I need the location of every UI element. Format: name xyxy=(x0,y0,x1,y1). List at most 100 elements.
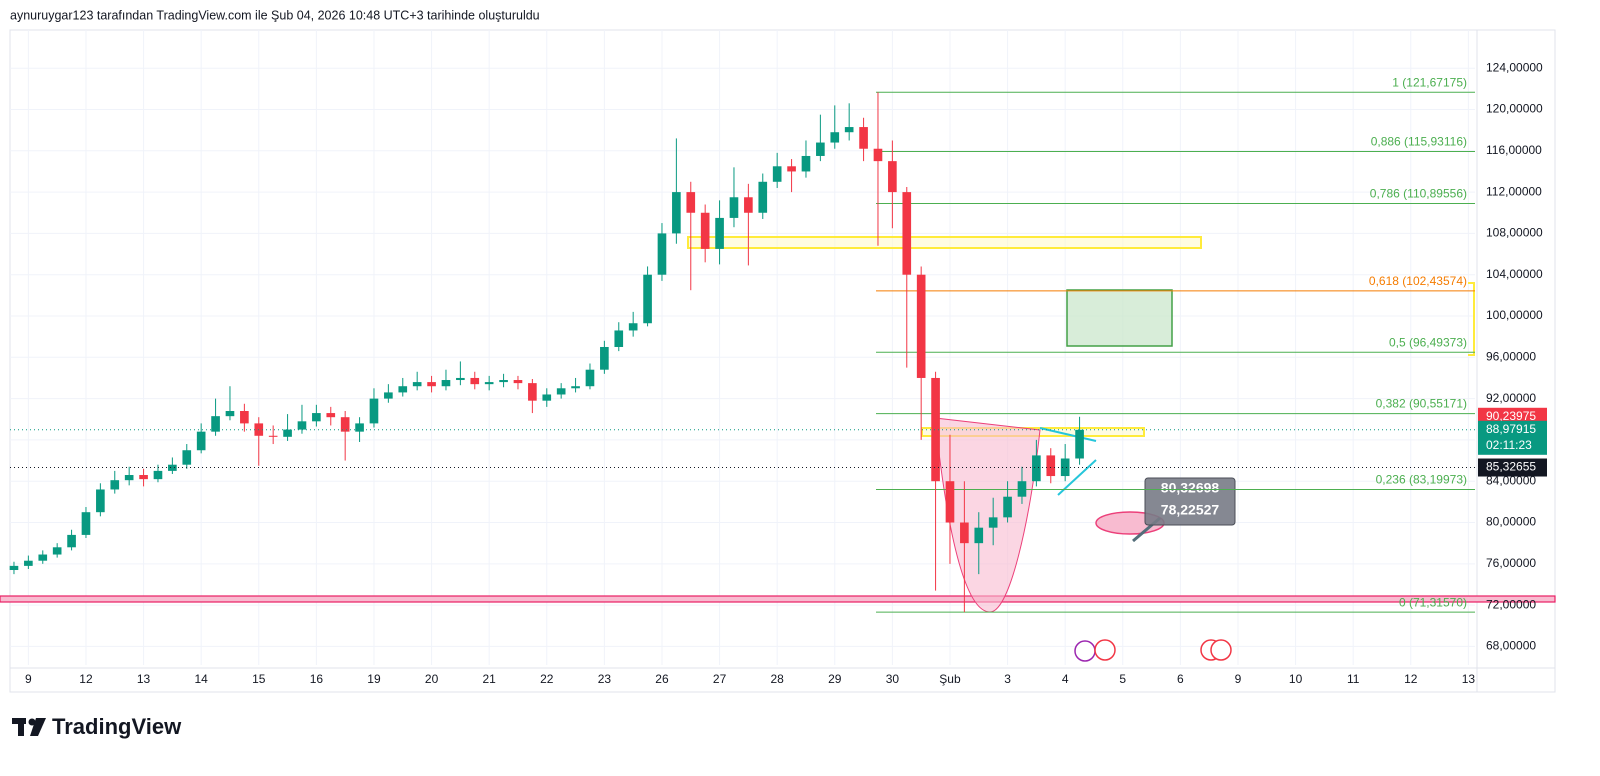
candle-body xyxy=(528,383,537,401)
y-tick-label: 124,00000 xyxy=(1486,60,1543,74)
x-tick-label: 14 xyxy=(194,672,208,686)
x-tick-label: 22 xyxy=(540,672,554,686)
candle-body xyxy=(196,431,206,451)
drawings: 80,32698 78,22527 xyxy=(0,236,1556,662)
candle-body xyxy=(960,522,969,544)
candle-body xyxy=(628,323,638,331)
fib-label: 0,786 (110,89556) xyxy=(1370,187,1467,201)
y-tick-label: 76,00000 xyxy=(1486,556,1536,570)
y-tick-label: 104,00000 xyxy=(1486,267,1543,281)
candle-body xyxy=(513,380,523,384)
x-tick-label: 10 xyxy=(1289,672,1303,686)
x-tick-label: 16 xyxy=(310,672,324,686)
x-tick-label: 28 xyxy=(770,672,784,686)
x-tick-label: 12 xyxy=(79,672,93,686)
y-tick-label: 108,00000 xyxy=(1486,226,1543,240)
y-tick-label: 84,00000 xyxy=(1486,473,1536,487)
x-tick-label: 13 xyxy=(1462,672,1476,686)
price-label: 85,32655 xyxy=(1486,460,1536,474)
countdown-label: 02:11:23 xyxy=(1486,438,1532,452)
candle-body xyxy=(283,429,292,437)
candle-body xyxy=(470,377,480,385)
candle-body xyxy=(945,481,955,523)
y-tick-label: 80,00000 xyxy=(1486,515,1536,529)
fib-label: 0 (71,31570) xyxy=(1399,595,1467,609)
candle-body xyxy=(67,534,76,548)
candle-body xyxy=(110,480,120,490)
x-tick-label: 23 xyxy=(598,672,612,686)
candle-body xyxy=(542,394,552,401)
brand-logo xyxy=(12,718,46,736)
candle-body xyxy=(888,161,897,193)
candle-body xyxy=(1046,455,1056,477)
candle-body xyxy=(556,388,566,395)
labels: 68,00000 72,00000 76,00000 80,00000 84,00000… xyxy=(25,60,1547,686)
x-tick-label: 27 xyxy=(713,672,727,686)
candle-body xyxy=(412,382,422,387)
x-tick-label: 29 xyxy=(828,672,842,686)
fib-label: 0,382 (90,55171) xyxy=(1376,397,1467,411)
candle-body xyxy=(700,212,710,249)
x-tick-label: 9 xyxy=(1235,672,1242,686)
measure-label: 80,32698 xyxy=(1161,480,1220,496)
x-tick-label: 21 xyxy=(482,672,496,686)
candle-body xyxy=(686,192,696,213)
price-label: 90,23975 xyxy=(1486,409,1536,423)
candle-body xyxy=(744,197,753,213)
candle-body xyxy=(787,166,796,172)
candle-body xyxy=(974,527,984,544)
candle-body xyxy=(139,475,148,480)
target-box xyxy=(1066,289,1173,347)
candle-body xyxy=(211,416,220,432)
x-tick-label: 20 xyxy=(425,672,439,686)
event-icon[interactable] xyxy=(1210,639,1232,661)
x-tick-label: 11 xyxy=(1347,672,1360,686)
candle-body xyxy=(81,512,91,535)
fib-label: 0,236 (83,19973) xyxy=(1376,473,1467,487)
candle-body xyxy=(600,346,609,370)
plot xyxy=(9,91,1475,613)
candle-body xyxy=(1032,455,1041,482)
chart-frame xyxy=(9,29,1556,693)
y-tick-label: 72,00000 xyxy=(1486,597,1536,611)
candle-body xyxy=(643,274,652,324)
brand-text: TradingView xyxy=(52,714,182,739)
candle-body xyxy=(182,450,192,465)
candle-body xyxy=(326,413,336,418)
x-tick-label: 19 xyxy=(367,672,381,686)
fib-label: 0,618 (102,43574) xyxy=(1369,274,1467,288)
candle-body xyxy=(9,565,19,571)
candle-body xyxy=(931,377,940,482)
candle-body xyxy=(801,155,811,172)
candle-body xyxy=(484,382,494,385)
candle-body xyxy=(1060,458,1070,477)
event-icons xyxy=(1074,639,1232,662)
candle-body xyxy=(355,423,364,432)
candle-body xyxy=(240,411,249,424)
candle-body xyxy=(340,417,350,432)
triangle-top xyxy=(1039,427,1097,442)
fib-label: 0,886 (115,93116) xyxy=(1371,135,1467,149)
x-tick-label: 9 xyxy=(25,672,32,686)
y-tick-label: 68,00000 xyxy=(1486,639,1536,653)
candle-body xyxy=(52,547,62,555)
x-tick-label: 3 xyxy=(1004,672,1011,686)
candle-body xyxy=(902,192,912,275)
candle-body xyxy=(614,330,624,347)
x-tick-label: 5 xyxy=(1119,672,1126,686)
x-tick-label: 15 xyxy=(252,672,266,686)
candle-body xyxy=(729,197,739,218)
candle-body xyxy=(124,475,134,481)
event-icon[interactable] xyxy=(1094,639,1116,661)
candle-body xyxy=(168,464,177,471)
candle-body xyxy=(38,554,48,561)
event-icon[interactable] xyxy=(1074,640,1096,662)
price-label-box xyxy=(1478,458,1547,477)
x-tick-label: Şub xyxy=(939,672,961,686)
candle-body xyxy=(859,127,868,149)
x-tick-label: 30 xyxy=(886,672,900,686)
candle-body xyxy=(427,382,436,387)
y-tick-label: 96,00000 xyxy=(1486,349,1536,363)
y-tick-label: 116,00000 xyxy=(1486,143,1542,157)
